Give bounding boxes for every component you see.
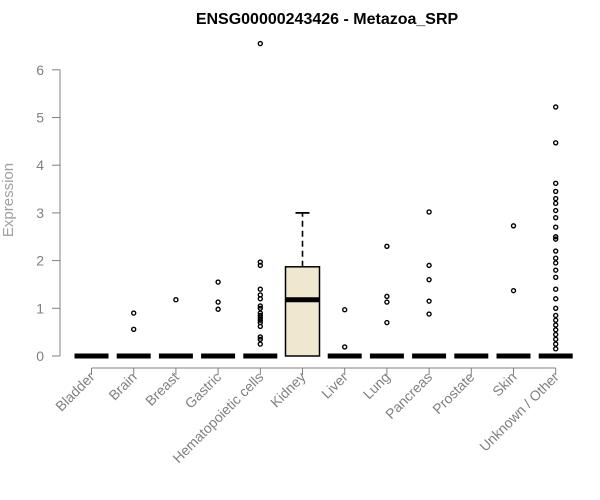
outlier-point bbox=[257, 310, 263, 316]
x-tick-label: Liver bbox=[318, 369, 351, 402]
outlier-point bbox=[426, 276, 432, 283]
box-group bbox=[327, 307, 362, 359]
outlier-point bbox=[257, 40, 263, 47]
x-tick-label: Lung bbox=[360, 369, 393, 402]
outlier-point bbox=[130, 310, 137, 316]
box-group bbox=[284, 211, 321, 357]
outlier-point bbox=[215, 279, 221, 285]
outlier-point bbox=[257, 315, 263, 321]
box-group bbox=[116, 310, 151, 359]
outlier-point bbox=[257, 303, 263, 309]
outlier-point bbox=[257, 319, 263, 326]
outlier-point bbox=[384, 293, 390, 300]
outlier-point bbox=[553, 327, 559, 333]
outlier-point bbox=[553, 236, 559, 242]
outlier-point bbox=[553, 341, 559, 347]
outlier-point bbox=[173, 297, 179, 303]
outlier-point bbox=[553, 286, 559, 292]
outlier-point bbox=[553, 296, 559, 302]
outlier-point bbox=[342, 307, 348, 313]
outlier-point bbox=[257, 317, 263, 323]
outlier-point bbox=[553, 248, 559, 254]
x-tick-label: Pancreas bbox=[382, 369, 435, 422]
x-tick-label: Unknown / Other bbox=[476, 369, 562, 455]
outlier-point bbox=[553, 214, 559, 221]
outlier-point bbox=[553, 312, 559, 319]
y-tick-label: 3 bbox=[36, 205, 44, 221]
outlier-point bbox=[553, 140, 559, 146]
box-group bbox=[496, 223, 531, 359]
outlier-point bbox=[384, 319, 390, 326]
outlier-point bbox=[257, 292, 263, 298]
outlier-point bbox=[553, 188, 559, 195]
chart-title: ENSG00000243426 - Metazoa_SRP bbox=[196, 11, 459, 28]
outlier-point bbox=[553, 267, 559, 273]
y-axis: 0 1 2 3 4 5 6 bbox=[36, 62, 61, 364]
box-group bbox=[412, 209, 447, 359]
outlier-point bbox=[553, 317, 559, 323]
x-tick-label: Breast bbox=[142, 369, 182, 409]
y-tick-label: 4 bbox=[36, 157, 44, 173]
outlier-point bbox=[384, 299, 390, 305]
box-group bbox=[243, 40, 278, 359]
outlier-point bbox=[257, 336, 263, 343]
outlier-point bbox=[130, 326, 137, 332]
y-tick-label: 1 bbox=[36, 300, 44, 316]
outlier-point bbox=[553, 346, 559, 352]
outlier-point bbox=[215, 299, 221, 305]
outlier-point bbox=[426, 298, 432, 304]
outlier-point bbox=[553, 224, 559, 230]
outlier-point bbox=[553, 200, 559, 207]
outlier-point bbox=[342, 344, 348, 350]
outlier-point bbox=[510, 287, 517, 294]
outlier-point bbox=[426, 209, 432, 215]
box-iqr bbox=[284, 266, 321, 357]
outlier-point bbox=[553, 305, 559, 311]
outlier-point bbox=[257, 334, 263, 340]
outlier-point bbox=[257, 305, 263, 311]
x-tick-label: Kidney bbox=[267, 369, 309, 411]
y-tick-label: 2 bbox=[36, 253, 44, 269]
outlier-point bbox=[553, 104, 559, 110]
outlier-point bbox=[257, 259, 263, 265]
outlier-point bbox=[426, 262, 432, 269]
outlier-point bbox=[553, 195, 559, 202]
outlier-point bbox=[553, 331, 559, 338]
x-tick-label: Brain bbox=[105, 369, 139, 403]
plot-area bbox=[74, 40, 573, 359]
outlier-point bbox=[257, 312, 263, 319]
y-tick-label: 6 bbox=[36, 62, 44, 78]
box-group bbox=[369, 243, 404, 359]
y-tick-label: 0 bbox=[36, 348, 44, 364]
x-tick-label: Bladder bbox=[52, 369, 98, 415]
x-tick-label: Prostate bbox=[429, 369, 477, 417]
outlier-point bbox=[426, 311, 432, 317]
outlier-point bbox=[553, 336, 559, 343]
outlier-point bbox=[553, 260, 559, 266]
outlier-point bbox=[215, 306, 221, 312]
outlier-point bbox=[553, 255, 559, 261]
outlier-point bbox=[553, 234, 559, 240]
outlier-point bbox=[553, 180, 559, 187]
outlier-point bbox=[384, 243, 390, 249]
outlier-point bbox=[553, 207, 559, 214]
outlier-point bbox=[553, 322, 559, 328]
box-group bbox=[201, 279, 236, 359]
outlier-point bbox=[257, 341, 263, 347]
y-axis-label: Expression bbox=[0, 163, 17, 237]
y-tick-label: 5 bbox=[36, 110, 44, 126]
outlier-point bbox=[510, 223, 517, 229]
x-tick-label: Skin bbox=[489, 369, 520, 400]
box-group bbox=[158, 297, 193, 359]
box-group bbox=[538, 104, 573, 359]
outlier-point bbox=[553, 274, 559, 280]
outlier-point bbox=[257, 286, 263, 292]
